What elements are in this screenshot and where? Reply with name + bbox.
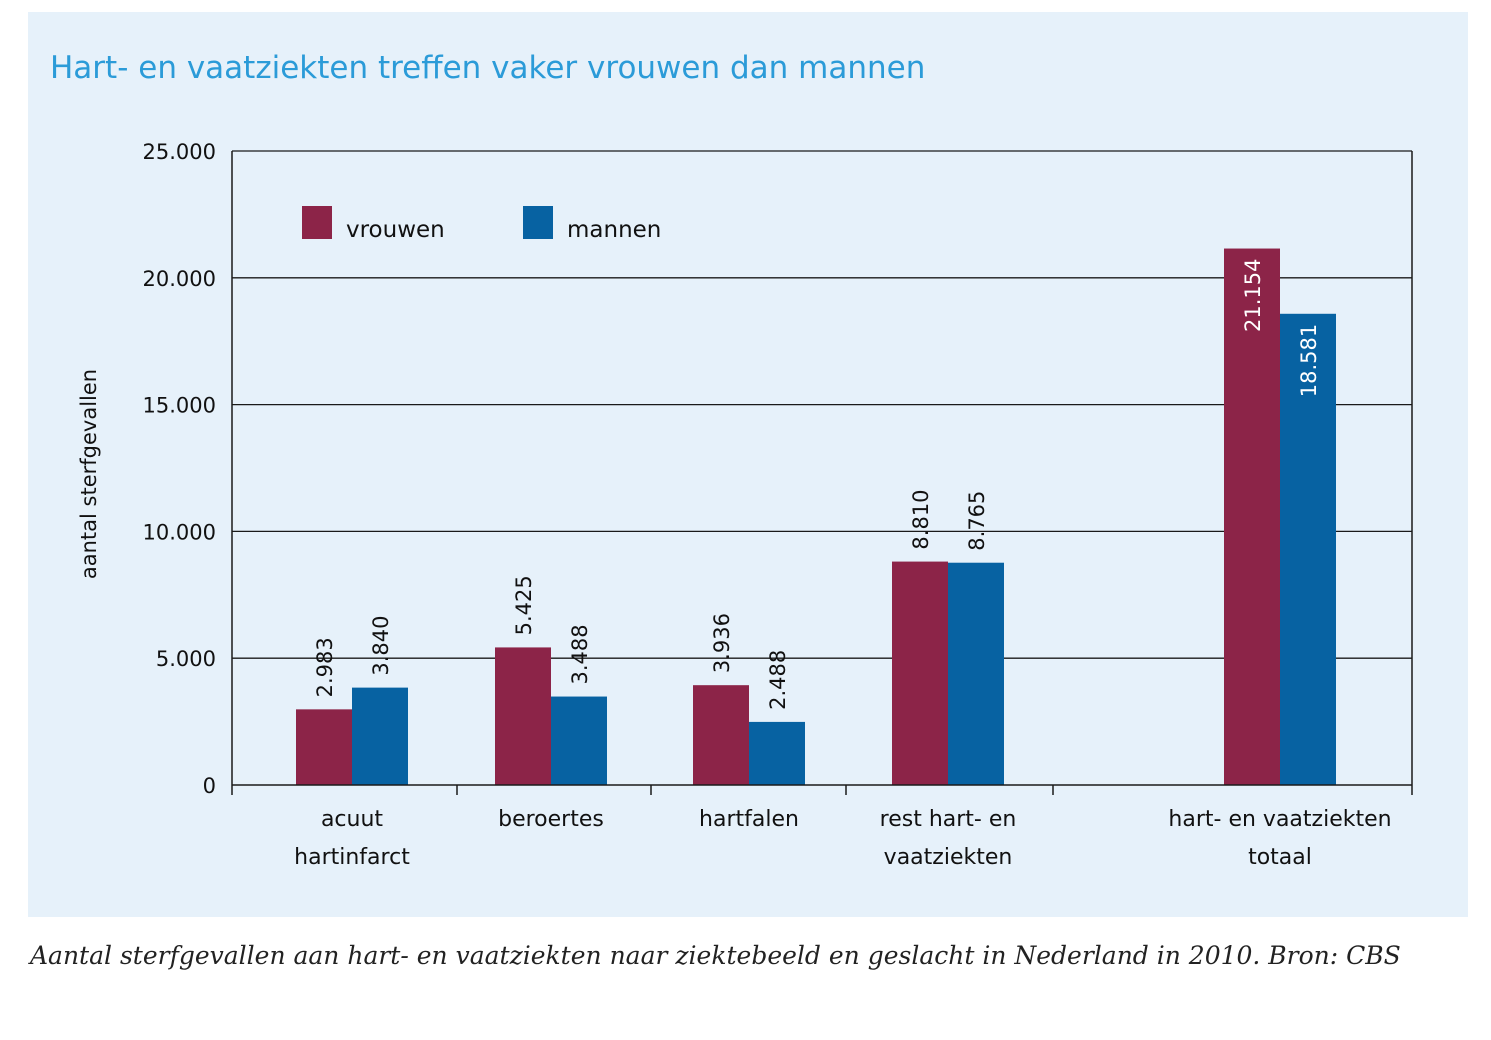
data-label-vrouwen-3: 8.810 (909, 489, 933, 549)
data-label-mannen-2: 2.488 (766, 650, 790, 710)
y-tick-label: 25.000 (143, 140, 216, 164)
data-labels: 2.983 5.425 3.936 8.810 21.154 3.840 3.488 2.48… (313, 259, 1321, 710)
y-tick-label: 5.000 (156, 647, 216, 671)
bar-vrouwen-4 (1224, 248, 1280, 786)
bar-mannen-4 (1280, 313, 1336, 785)
legend-swatch-vrouwen (302, 206, 332, 239)
data-label-mannen-0: 3.840 (369, 615, 393, 675)
bar-vrouwen-1 (495, 647, 551, 785)
x-category-label: hart- en vaatziekten totaal (1168, 807, 1391, 870)
chart-title: Hart- en vaatziekten treffen vaker vrouw… (50, 50, 926, 86)
axes: 0 5.000 10.000 15.000 20.000 25.000 aantal ste… (77, 140, 1413, 870)
data-label-vrouwen-2: 3.936 (710, 613, 734, 673)
x-category-label: acuut hartinfarct (294, 807, 410, 870)
data-label-vrouwen-4: 21.154 (1241, 259, 1265, 332)
figure-caption: Aantal sterfgevallen aan hart- en vaatzi… (30, 941, 1401, 970)
bars (296, 248, 1336, 786)
bar-vrouwen-3 (892, 561, 948, 785)
bar-mannen-0 (352, 687, 408, 785)
data-label-mannen-1: 3.488 (568, 624, 592, 684)
bar-vrouwen-0 (296, 709, 352, 785)
grid-lines (232, 150, 1412, 659)
x-category-label: rest hart- en vaatziekten (880, 807, 1017, 870)
y-tick-label: 15.000 (143, 394, 216, 418)
legend-label-mannen: mannen (567, 217, 661, 243)
y-tick-label: 20.000 (143, 267, 216, 291)
bar-vrouwen-2 (693, 685, 749, 785)
data-label-mannen-3: 8.765 (965, 491, 989, 551)
y-tick-label: 0 (203, 774, 216, 798)
legend-label-vrouwen: vrouwen (346, 217, 445, 243)
data-label-vrouwen-0: 2.983 (313, 637, 337, 697)
x-category-label: beroertes (498, 807, 604, 832)
bar-mannen-2 (749, 721, 805, 785)
data-label-mannen-4: 18.581 (1297, 324, 1321, 397)
bar-mannen-3 (948, 562, 1004, 785)
bar-mannen-1 (551, 696, 607, 785)
legend-swatch-mannen (523, 206, 553, 239)
y-axis-label: aantal sterfgevallen (77, 369, 101, 579)
y-tick-label: 10.000 (143, 520, 216, 544)
data-label-vrouwen-1: 5.425 (512, 575, 536, 635)
x-category-label: hartfalen (699, 807, 799, 832)
legend: vrouwen mannen (302, 206, 661, 243)
